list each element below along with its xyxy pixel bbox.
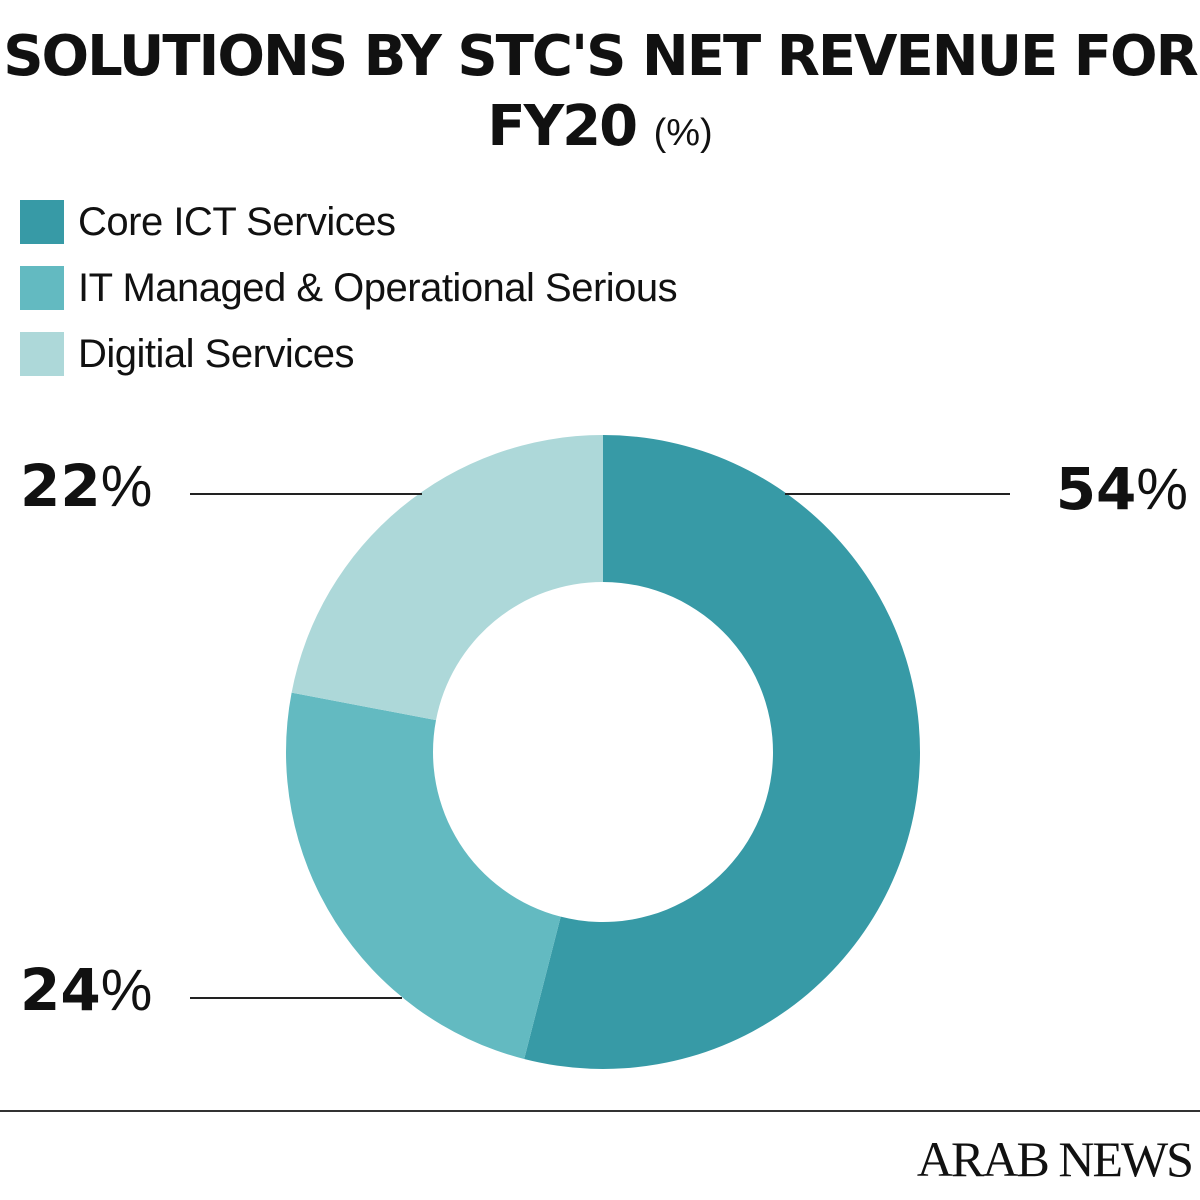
chart-title-unit: (%): [653, 112, 713, 154]
brand-logo: ARAB NEWS: [916, 1131, 1194, 1187]
value-label-it-managed-operational-serious: 24%: [20, 956, 152, 1024]
leader-lines: [190, 493, 1010, 999]
footer-divider: [0, 1110, 1200, 1112]
value-labels: 54%24%22%: [20, 452, 1188, 1024]
value-label-percent-sign: %: [101, 958, 153, 1023]
value-label-number: 22: [20, 452, 101, 520]
legend-swatch-core-ict: [20, 200, 64, 244]
value-label-digitial-services: 22%: [20, 452, 152, 520]
chart-title-main: SOLUTIONS BY STC'S NET REVENUE FOR FY20: [3, 24, 1199, 159]
donut-slice-core-ict-services: [524, 435, 920, 1069]
legend-swatch-digital: [20, 332, 64, 376]
legend: Core ICT Services IT Managed & Operation…: [20, 200, 678, 398]
legend-label-digital: Digitial Services: [78, 331, 355, 376]
donut-slices: [285, 435, 920, 1069]
value-label-number: 24: [20, 956, 101, 1024]
chart-title: SOLUTIONS BY STC'S NET REVENUE FOR FY20 …: [0, 22, 1200, 168]
donut-slice-digitial-services: [291, 435, 603, 721]
value-label-percent-sign: %: [101, 454, 153, 519]
legend-label-core-ict: Core ICT Services: [78, 199, 396, 244]
legend-label-it-managed: IT Managed & Operational Serious: [78, 265, 678, 310]
value-label-percent-sign: %: [1136, 457, 1188, 522]
donut-slice-it-managed-operational-serious: [285, 692, 561, 1060]
legend-swatch-it-managed: [20, 266, 64, 310]
legend-item-it-managed: IT Managed & Operational Serious: [20, 265, 678, 310]
legend-item-core-ict: Core ICT Services: [20, 200, 677, 244]
legend-item-digital: Digitial Services: [20, 332, 677, 376]
value-label-number: 54: [1056, 455, 1137, 523]
value-label-core-ict-services: 54%: [1056, 455, 1188, 523]
